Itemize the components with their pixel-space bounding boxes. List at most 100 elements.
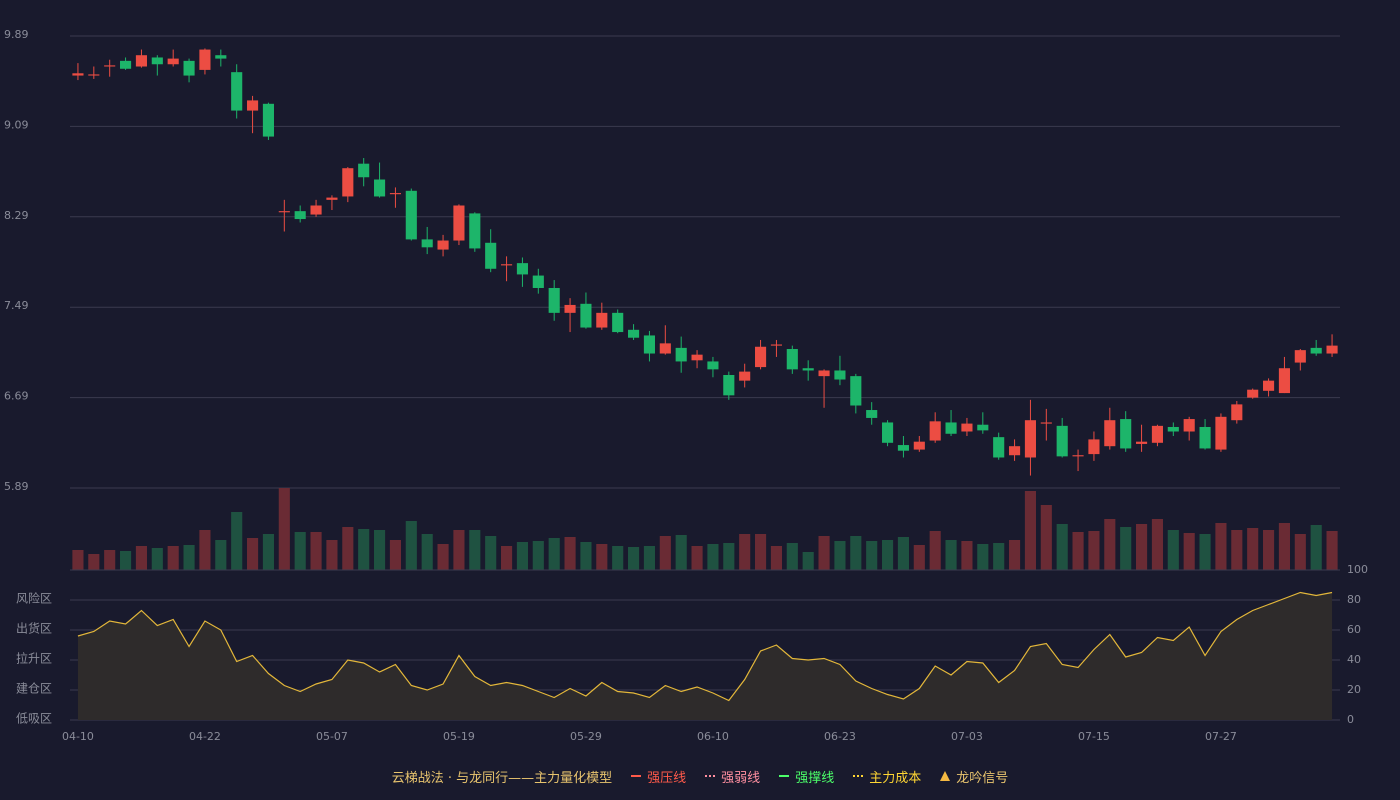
candle-body: [453, 205, 465, 241]
candle-body: [929, 421, 941, 441]
y-tick-label: 7.49: [4, 299, 29, 312]
volume-bar: [437, 544, 449, 570]
candle-body: [596, 312, 608, 328]
volume-bar: [850, 536, 862, 570]
candle-body: [294, 211, 306, 220]
candle-body: [358, 163, 370, 178]
volume-bar: [183, 545, 195, 570]
y-tick-label: 0: [1347, 713, 1354, 726]
volume-bar: [1104, 519, 1116, 570]
x-tick-label: 04-10: [62, 730, 94, 743]
candle-body: [548, 287, 560, 313]
volume-bar: [1199, 534, 1211, 570]
volume-bar: [755, 534, 767, 570]
candle-body: [437, 240, 449, 250]
y-tick-label: 8.29: [4, 209, 29, 222]
candle-body: [1247, 389, 1259, 398]
candle-body: [882, 422, 894, 443]
candle-body: [580, 303, 592, 328]
zone-label: 风险区: [16, 591, 52, 606]
volume-bar: [691, 546, 703, 570]
candle-body: [405, 190, 417, 240]
legend-label: 强压线: [647, 770, 687, 786]
candle-body: [135, 55, 147, 67]
candle-body: [707, 361, 719, 370]
volume-bar: [516, 542, 528, 570]
volume-bar: [882, 540, 894, 570]
volume-bar: [1231, 530, 1243, 570]
candle-body: [659, 343, 671, 354]
candle-body: [72, 73, 84, 76]
x-tick-label: 04-22: [189, 730, 221, 743]
candle-body: [231, 72, 243, 111]
indicator-line: [77, 591, 1333, 702]
candle-body: [104, 65, 116, 67]
volume-bar: [342, 527, 354, 570]
candle-body: [786, 349, 798, 370]
volume-bar: [1024, 491, 1036, 570]
candle-body: [183, 60, 195, 76]
volume-bar: [1072, 532, 1084, 570]
candle-body: [850, 376, 862, 406]
legend-label: 强弱线: [721, 770, 761, 786]
legend-item: 强撑线: [778, 767, 834, 786]
volume-bar: [1009, 540, 1021, 570]
candle-body: [564, 304, 576, 313]
candle-body: [1056, 425, 1068, 457]
candle-body: [120, 60, 132, 69]
legend-item: 强弱线: [704, 767, 760, 786]
legend-marker: [853, 775, 864, 777]
candle-body: [628, 329, 640, 338]
volume-bar: [231, 512, 243, 570]
legend-title: 云梯战法 · 与龙同行——主力量化模型: [391, 770, 613, 786]
volume-bar: [786, 543, 798, 570]
volume-bar: [1247, 528, 1259, 570]
candle-body: [739, 371, 751, 381]
volume-bar: [374, 530, 386, 570]
y-tick-label: 60: [1347, 623, 1361, 636]
candle-body: [1294, 350, 1306, 363]
candle-body: [167, 58, 179, 65]
volume-bar: [167, 546, 179, 570]
candle-body: [262, 103, 274, 137]
candle-body: [802, 368, 814, 371]
candle-body: [151, 57, 163, 65]
volume-bar: [1167, 530, 1179, 570]
volume-bar: [310, 532, 322, 570]
x-tick-label: 06-23: [824, 730, 856, 743]
volume-bar: [866, 541, 878, 570]
y-tick-label: 9.09: [4, 118, 29, 131]
candle-body: [723, 375, 735, 396]
candle-body: [993, 437, 1005, 458]
candle-body: [897, 445, 909, 451]
chart: 5.89 6.69 7.49 8.29 9.09 9.89 0 20 40 60 80 100 风险区出…: [4, 28, 1368, 743]
volume-bar: [104, 550, 116, 570]
legend-item: 龙吟信号: [939, 767, 1008, 786]
volume-bar: [1136, 524, 1148, 570]
candle-body: [421, 239, 433, 248]
volume-bar: [501, 546, 513, 570]
volume-bar: [294, 532, 306, 570]
y-tick-label: 5.89: [4, 480, 29, 493]
volume-bar: [485, 536, 497, 570]
legend-item: 主力成本: [852, 767, 921, 786]
volume-bar: [834, 541, 846, 570]
volume-bar: [1326, 531, 1338, 570]
x-tick-label: 06-10: [697, 730, 729, 743]
candle-body: [310, 205, 322, 215]
volume-bar: [643, 546, 655, 570]
volume-bar: [262, 534, 274, 570]
candle-body: [374, 179, 386, 197]
volume-bar: [326, 540, 338, 570]
candle-body: [1215, 416, 1227, 450]
volume-bar: [897, 537, 909, 570]
volume-bar: [135, 546, 147, 570]
legend-triangle: [940, 771, 951, 781]
volume-bar: [1215, 523, 1227, 570]
candle-body: [469, 213, 481, 249]
candle-body: [1183, 419, 1195, 432]
x-tick-label: 07-27: [1205, 730, 1237, 743]
volume-bar: [199, 530, 211, 570]
candle-body: [199, 49, 211, 70]
